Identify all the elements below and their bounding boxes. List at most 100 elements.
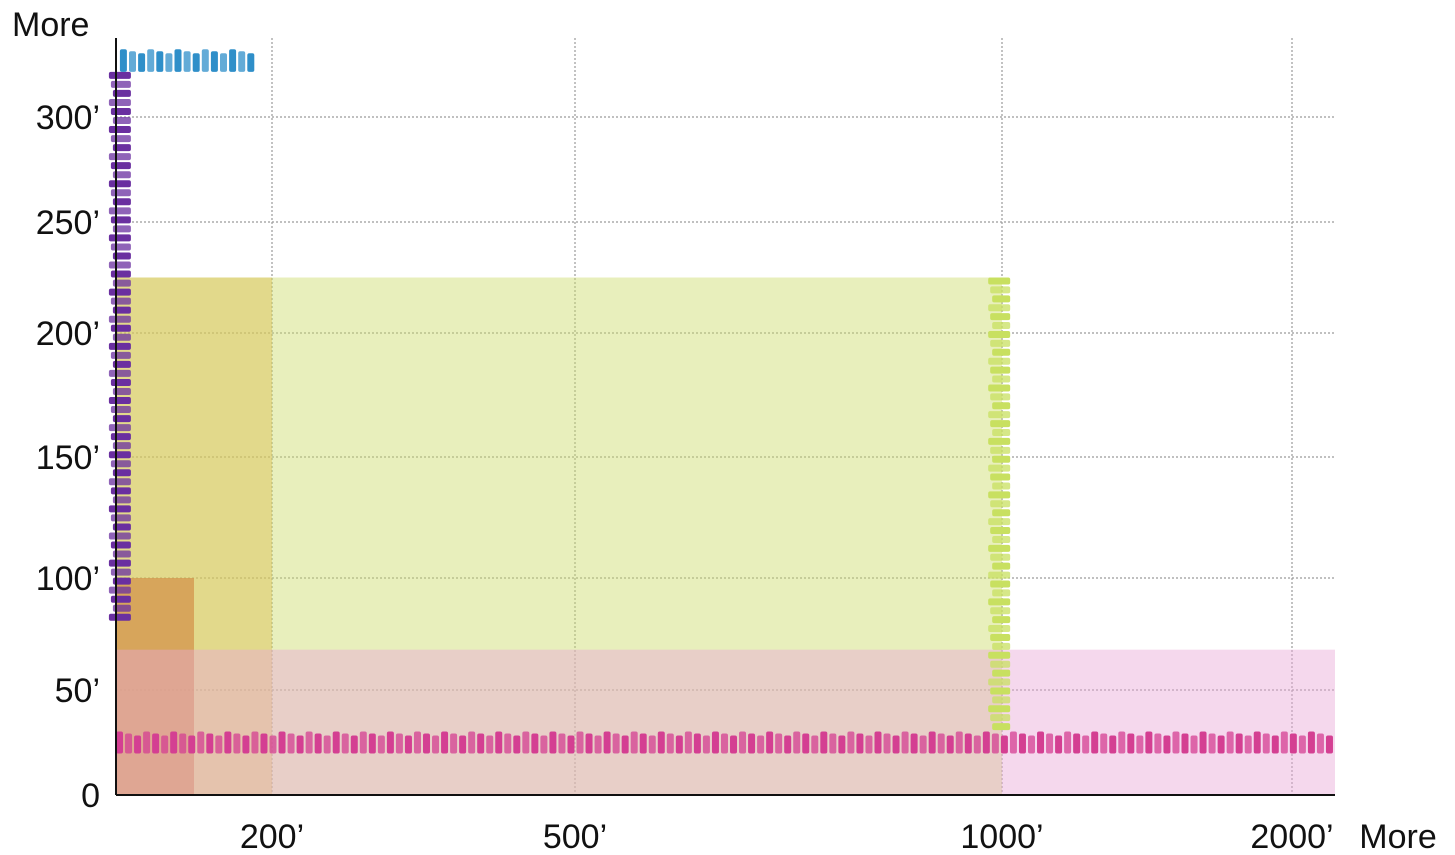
person-mark [386, 731, 394, 754]
person-mark [693, 733, 701, 754]
person-mark [197, 731, 205, 754]
person-mark [567, 735, 575, 754]
person-mark [110, 297, 131, 305]
person-mark [112, 496, 131, 504]
person-mark [108, 71, 131, 79]
person-mark [838, 735, 846, 754]
person-mark [1145, 731, 1153, 754]
person-mark [990, 527, 1011, 535]
person-mark [513, 735, 521, 754]
person-mark [110, 243, 131, 251]
person-mark [183, 51, 191, 72]
person-mark [341, 733, 349, 754]
person-mark [847, 731, 855, 754]
x-axis-end-label: More [1359, 818, 1436, 855]
person-mark [110, 216, 131, 224]
person-mark [116, 731, 123, 754]
person-mark [156, 51, 164, 72]
person-mark [594, 735, 602, 754]
person-mark [251, 731, 259, 754]
person-mark [1109, 735, 1117, 754]
person-mark [988, 277, 1011, 285]
person-mark [1181, 733, 1189, 754]
person-mark [992, 669, 1011, 677]
y-tick-label: 100’ [36, 560, 100, 598]
person-mark [108, 369, 131, 377]
person-mark [377, 735, 385, 754]
person-mark [110, 514, 131, 522]
person-mark [220, 53, 227, 72]
person-mark [811, 735, 819, 754]
person-mark [992, 589, 1011, 597]
person-mark [112, 442, 131, 450]
person-mark [1037, 731, 1045, 754]
person-mark [1271, 735, 1279, 754]
person-mark [990, 393, 1011, 401]
person-mark [486, 735, 494, 754]
person-mark [990, 473, 1011, 481]
person-mark [621, 735, 629, 754]
person-mark [910, 733, 918, 754]
person-mark [1244, 735, 1252, 754]
person-mark [170, 731, 178, 754]
person-mark [112, 144, 131, 152]
person-mark [549, 731, 557, 754]
person-mark [395, 733, 403, 754]
person-mark [540, 735, 548, 754]
person-mark [964, 733, 972, 754]
person-mark [247, 53, 255, 72]
person-mark [919, 735, 927, 754]
tick-labels: 200’ 500’ 1000’ 2000’ 0 50’ 100’ 150’ 200’ 250’ 30… [12, 6, 1437, 855]
person-mark [468, 731, 476, 754]
person-mark [1208, 733, 1216, 754]
person-mark [134, 735, 142, 754]
person-mark [129, 51, 136, 72]
y-tick-label: 150’ [36, 439, 100, 477]
person-mark [323, 735, 331, 754]
person-mark [522, 731, 530, 754]
person-mark [165, 53, 173, 72]
person-mark [143, 731, 151, 754]
person-mark [108, 288, 131, 296]
person-mark [110, 460, 131, 468]
x-tick-label: 2000’ [1250, 818, 1333, 855]
person-mark [477, 733, 485, 754]
person-mark [1000, 735, 1008, 754]
series-people-8 [116, 731, 1333, 754]
person-mark [992, 322, 1011, 330]
person-mark [210, 51, 218, 72]
person-mark [108, 532, 131, 540]
person-mark [901, 731, 909, 754]
person-mark [990, 420, 1011, 428]
person-mark [119, 49, 127, 72]
person-mark [1307, 731, 1315, 754]
y-axis-end-label: More [12, 6, 89, 44]
person-mark [865, 735, 873, 754]
person-mark [675, 735, 683, 754]
person-mark [238, 51, 246, 72]
person-mark [108, 613, 131, 621]
person-mark [1009, 731, 1017, 754]
person-mark [982, 731, 990, 754]
person-mark [112, 387, 131, 395]
person-mark [112, 117, 131, 125]
person-mark [820, 731, 828, 754]
person-mark [990, 339, 1011, 347]
person-mark [192, 53, 200, 72]
y-tick-label: 200’ [36, 315, 100, 353]
person-mark [992, 295, 1011, 303]
person-mark [108, 478, 131, 486]
person-mark [1298, 735, 1306, 754]
person-mark [110, 406, 131, 414]
person-mark [112, 333, 131, 341]
person-mark [112, 198, 131, 206]
person-mark [314, 733, 322, 754]
person-mark [992, 642, 1011, 650]
person-mark [684, 731, 692, 754]
person-mark [992, 535, 1011, 543]
person-mark [423, 733, 431, 754]
person-mark [990, 313, 1011, 321]
person-mark [1280, 731, 1288, 754]
person-mark [988, 678, 1011, 686]
person-mark [112, 89, 131, 97]
